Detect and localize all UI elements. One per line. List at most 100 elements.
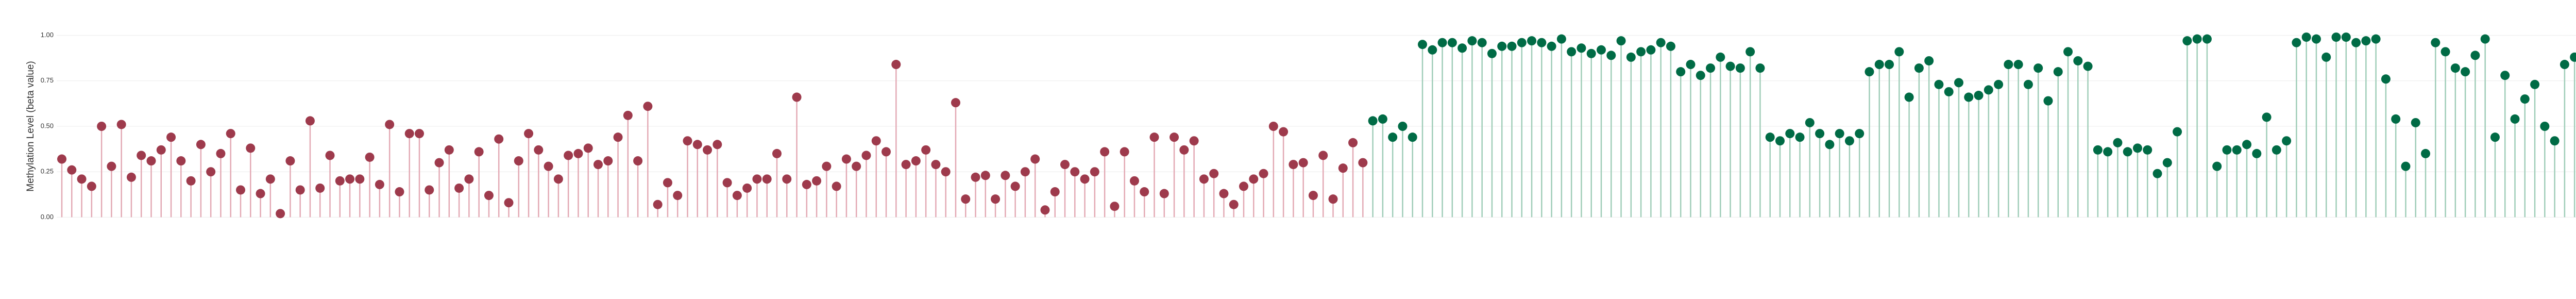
dot <box>2132 143 2142 153</box>
dot <box>692 140 702 150</box>
dot <box>1010 181 1020 191</box>
dot <box>2043 96 2053 106</box>
dot <box>822 161 832 171</box>
dot <box>2421 148 2431 158</box>
dot <box>1795 132 1805 142</box>
dot <box>2361 36 2371 46</box>
dot <box>1259 169 1268 178</box>
dot <box>2123 147 2132 157</box>
dot <box>643 102 653 111</box>
dot <box>2182 36 2192 46</box>
dot <box>2143 145 2153 155</box>
dot <box>573 148 583 158</box>
dot <box>57 154 66 164</box>
dot <box>1328 194 1338 204</box>
dot <box>1944 87 1954 96</box>
dot <box>583 143 593 153</box>
dot <box>882 147 891 157</box>
dot <box>226 129 235 139</box>
dot <box>713 140 722 150</box>
dot <box>673 191 683 201</box>
dot <box>2381 74 2391 84</box>
dot <box>265 174 275 184</box>
dot <box>1120 147 1129 157</box>
dot <box>2470 51 2480 60</box>
dot <box>2063 47 2073 57</box>
dot <box>663 178 672 188</box>
dot <box>1855 129 1865 139</box>
y-tick-label: 0.00 <box>41 213 54 221</box>
dot <box>1666 41 1675 51</box>
dot <box>1129 176 1139 186</box>
dot <box>196 140 206 150</box>
dot <box>1626 52 1636 62</box>
dot <box>1825 140 1835 150</box>
dot <box>355 174 365 184</box>
dot <box>1755 63 1765 73</box>
dot <box>1318 151 1328 160</box>
y-axis-label: Methylation Level (beta value) <box>25 61 36 191</box>
dot <box>2341 32 2351 42</box>
dot <box>1904 92 1914 102</box>
dot <box>206 167 216 177</box>
dot <box>792 92 802 102</box>
dot <box>1487 48 1497 58</box>
dot <box>1606 51 1616 60</box>
dot <box>1170 132 1179 142</box>
dot <box>176 156 186 166</box>
dot <box>186 176 196 186</box>
dot <box>1229 200 1239 209</box>
dot <box>2411 118 2420 127</box>
dot <box>1219 189 1229 198</box>
dot <box>1268 122 1278 131</box>
dot <box>146 156 156 166</box>
dot <box>256 189 265 198</box>
dot <box>1865 67 1874 77</box>
dot <box>1775 136 1785 146</box>
dot <box>2272 145 2281 155</box>
dot <box>921 145 931 155</box>
dot <box>2401 161 2411 171</box>
dot <box>2461 67 2470 77</box>
dot <box>1497 41 1507 51</box>
dot <box>1358 158 1368 168</box>
dot <box>841 154 851 164</box>
dot <box>246 143 256 153</box>
dot <box>2301 32 2311 42</box>
dot <box>861 151 871 160</box>
dot <box>772 148 782 158</box>
dot <box>1636 47 1646 57</box>
dot <box>2391 114 2401 124</box>
dot <box>1030 154 1040 164</box>
dot <box>1140 187 1149 197</box>
dot <box>1398 122 1408 131</box>
dot <box>1408 132 1417 142</box>
dot <box>2520 94 2530 104</box>
dot <box>2212 161 2222 171</box>
dot <box>97 122 107 131</box>
dot <box>1060 160 1070 170</box>
dot <box>1586 48 1596 58</box>
dot <box>404 129 414 139</box>
dot <box>1547 41 1556 51</box>
dot <box>305 116 315 126</box>
dot <box>1239 181 1249 191</box>
dot <box>385 120 395 129</box>
dot <box>1994 79 2004 89</box>
dot <box>812 176 822 186</box>
dot <box>2232 145 2242 155</box>
dot <box>434 158 444 168</box>
dot <box>2490 132 2500 142</box>
dot <box>1040 205 1050 215</box>
dot <box>2192 34 2202 44</box>
dot <box>1556 34 1566 44</box>
dot <box>1149 132 1159 142</box>
dot <box>1894 47 1904 57</box>
dot <box>2550 136 2560 146</box>
dot <box>315 183 325 193</box>
dot <box>534 145 544 155</box>
dot <box>871 136 881 146</box>
dot <box>2570 52 2576 62</box>
dot <box>2173 127 2182 137</box>
dot <box>156 145 166 155</box>
